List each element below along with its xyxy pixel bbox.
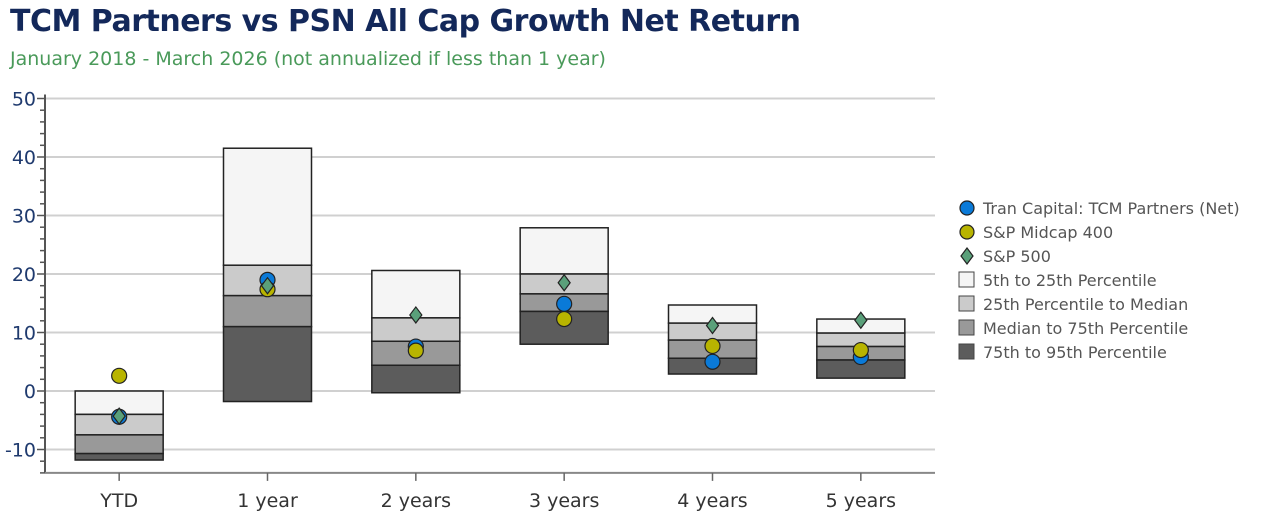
x-tick-label: YTD	[99, 490, 138, 512]
legend-label: Tran Capital: TCM Partners (Net)	[982, 199, 1240, 218]
marker-sp500	[854, 311, 868, 330]
legend-label: 5th to 25th Percentile	[983, 271, 1157, 290]
percentile-band-4	[222, 325, 313, 403]
y-tick-label: 30	[12, 206, 36, 228]
x-tick-label: 2 years	[381, 490, 451, 512]
marker-sp500	[705, 316, 720, 335]
legend-label: 75th to 95th Percentile	[983, 343, 1167, 362]
legend-label: 25th Percentile to Median	[983, 295, 1188, 314]
marker-midcap	[852, 341, 869, 359]
percentile-band-3	[74, 434, 164, 455]
percentile-band-4	[74, 452, 164, 461]
y-tick-label: 20	[12, 264, 36, 286]
marker-midcap	[407, 342, 424, 359]
marker-midcap	[111, 367, 128, 384]
x-tick-label: 5 years	[826, 490, 896, 512]
legend-label: S&P 500	[983, 247, 1051, 266]
percentile-band-3	[222, 294, 313, 328]
x-tick-label: 3 years	[529, 490, 599, 512]
legend-marker	[959, 224, 975, 240]
legend-marker	[960, 247, 974, 265]
marker-sp500	[557, 273, 571, 292]
y-tick-label: -10	[5, 440, 36, 462]
marker-midcap	[704, 337, 721, 355]
marker-sp500	[260, 276, 275, 295]
legend-label: S&P Midcap 400	[983, 223, 1113, 242]
x-tick-label: 4 years	[677, 490, 747, 512]
marker-midcap	[556, 310, 573, 328]
percentile-band-1	[222, 147, 313, 266]
y-tick-label: 0	[24, 381, 36, 403]
legend-swatch	[958, 343, 975, 360]
legend-swatch	[958, 271, 975, 288]
marker-tcm	[704, 353, 721, 370]
marker-sp500	[112, 407, 126, 426]
y-tick-label: 10	[12, 323, 36, 345]
marker-sp500	[409, 305, 423, 324]
chart-subtitle: January 2018 - March 2026 (not annualize…	[10, 48, 606, 70]
percentile-band-4	[371, 364, 461, 394]
legend-swatch	[958, 319, 975, 336]
percentile-band-1	[519, 227, 609, 275]
chart-title: TCM Partners vs PSN All Cap Growth Net R…	[10, 4, 801, 39]
legend-marker	[959, 200, 975, 216]
legend-label: Median to 75th Percentile	[983, 319, 1188, 338]
x-tick-label: 1 year	[237, 490, 298, 512]
legend-swatch	[958, 295, 975, 312]
y-tick-label: 50	[12, 89, 36, 111]
marker-tcm	[556, 295, 573, 312]
y-tick-label: 40	[12, 147, 36, 169]
